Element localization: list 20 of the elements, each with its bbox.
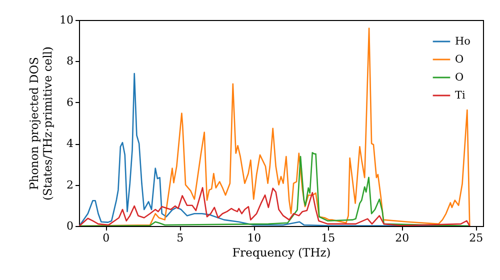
x-tick-label: 15 — [321, 232, 336, 244]
y-tick-label: 10 — [60, 14, 74, 26]
legend-label: Ho — [455, 36, 470, 48]
x-tick-label: 0 — [102, 232, 110, 244]
x-tick-label: 25 — [469, 232, 484, 244]
y-tick-label: 8 — [66, 54, 74, 68]
y-tick-label: 2 — [66, 178, 74, 192]
x-tick-label: 20 — [395, 232, 410, 244]
x-axis-title: Frequency (THz) — [232, 246, 331, 260]
line-series — [79, 152, 470, 226]
legend-label: O — [455, 72, 464, 84]
y-tick-label: 6 — [66, 96, 74, 109]
legend-label: O — [455, 54, 464, 66]
x-tick-label: 5 — [176, 232, 184, 244]
legend-label: Ti — [455, 90, 466, 102]
y-tick-label: 4 — [66, 137, 74, 150]
y-axis-title: Phonon projected DOS (States/THz·primitive cell) — [27, 46, 55, 200]
y-tick-label: 0 — [66, 220, 74, 232]
x-tick-label: 10 — [247, 232, 262, 244]
line-series — [79, 187, 470, 226]
